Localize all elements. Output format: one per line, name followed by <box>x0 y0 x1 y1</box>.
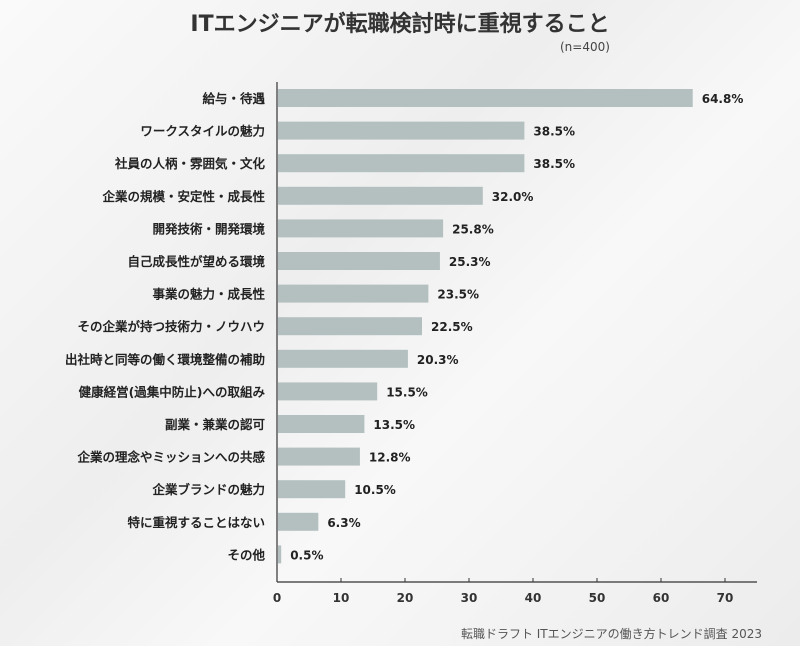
data-label: 10.5% <box>354 483 396 497</box>
bar <box>278 252 440 270</box>
x-tick-label: 70 <box>717 591 734 605</box>
data-label: 0.5% <box>290 548 323 562</box>
bar <box>278 317 422 336</box>
data-label: 25.3% <box>449 255 491 269</box>
data-label: 38.5% <box>533 157 575 171</box>
bar <box>278 154 525 173</box>
data-label: 64.8% <box>702 92 744 106</box>
category-label: 事業の魅力・成長性 <box>152 287 265 302</box>
category-label: 開発技術・開発環境 <box>152 221 265 236</box>
category-label: 給与・待遇 <box>202 91 265 106</box>
category-label: その他 <box>227 547 265 562</box>
x-tick-label: 20 <box>397 591 414 605</box>
category-label: 健康経営(過集中防止)への取組み <box>79 384 266 399</box>
bar <box>278 415 365 433</box>
x-tick-label: 30 <box>461 591 478 605</box>
category-label: 企業の規模・安定性・成長性 <box>101 189 265 204</box>
x-tick-label: 50 <box>589 591 606 605</box>
bar <box>278 219 444 238</box>
category-label: ワークスタイルの魅力 <box>140 124 265 139</box>
chart-title: ITエンジニアが転職検討時に重視すること <box>190 12 610 37</box>
data-label: 13.5% <box>373 418 415 432</box>
data-label: 32.0% <box>492 190 534 204</box>
bar <box>278 284 429 303</box>
data-label: 22.5% <box>431 320 473 334</box>
category-label: 特に重視することはない <box>127 515 265 530</box>
category-label: その企業が持つ技術力・ノウハウ <box>77 319 265 334</box>
sample-size: (n=400) <box>560 40 610 54</box>
bar <box>278 121 525 140</box>
bar <box>278 349 408 368</box>
category-label: 出社時と同等の働く環境整備の補助 <box>65 352 265 367</box>
x-tick-label: 10 <box>333 591 350 605</box>
data-label: 20.3% <box>417 353 459 367</box>
data-label: 15.5% <box>386 385 428 399</box>
data-label: 6.3% <box>327 516 360 530</box>
data-label: 25.8% <box>452 222 494 236</box>
bar <box>278 382 378 401</box>
data-label: 23.5% <box>437 288 479 302</box>
source-note: 転職ドラフト ITエンジニアの働き方トレンド調査 2023 <box>460 627 762 641</box>
category-label: 企業の理念やミッションへの共感 <box>76 450 265 465</box>
bar <box>278 186 483 205</box>
bar <box>278 545 282 564</box>
bar <box>278 447 360 466</box>
data-label: 12.8% <box>369 451 411 465</box>
bar <box>278 512 319 531</box>
x-tick-label: 0 <box>273 591 281 605</box>
x-tick-label: 40 <box>525 591 542 605</box>
bar <box>278 480 346 499</box>
category-label: 副業・兼業の認可 <box>165 417 266 432</box>
category-label: 社員の人柄・雰囲気・文化 <box>114 156 266 171</box>
category-label: 企業ブランドの魅力 <box>151 482 265 497</box>
bar <box>278 89 693 107</box>
category-label: 自己成長性が望める環境 <box>127 254 265 269</box>
data-label: 38.5% <box>533 125 575 139</box>
x-tick-label: 60 <box>653 591 670 605</box>
